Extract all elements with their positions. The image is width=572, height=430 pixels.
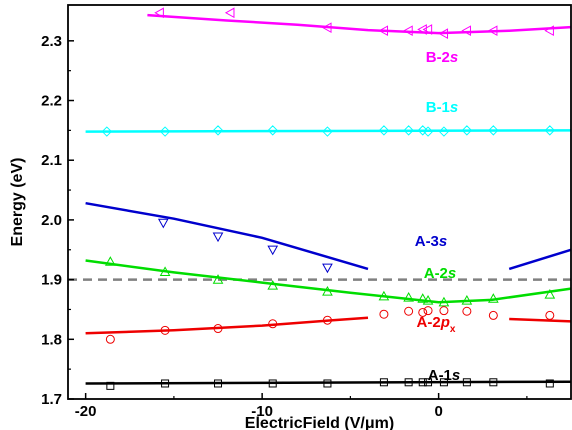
- data-point-a-2px: [439, 306, 449, 316]
- data-point-a-2s: [159, 266, 171, 276]
- data-point-a-2px: [423, 306, 433, 316]
- data-point-b-1s: [488, 125, 499, 136]
- data-point-a-1s: [379, 378, 388, 387]
- data-point-b-2s: [487, 25, 498, 37]
- series-label-a-2s: A-2s: [424, 265, 457, 282]
- data-point-a-2px: [268, 319, 278, 329]
- series-label-b-2s: B-2s: [426, 49, 459, 66]
- data-point-a-2s: [267, 280, 279, 290]
- data-point-a-2px: [105, 334, 115, 344]
- data-point-a-2s: [212, 274, 224, 284]
- data-point-b-1s: [461, 125, 473, 136]
- data-point-a-2s: [544, 289, 556, 299]
- data-point-b-1s: [267, 125, 278, 136]
- data-point-a-1s: [545, 379, 554, 388]
- fit-lines-group: [85, 13, 572, 385]
- data-point-b-2s: [438, 28, 449, 40]
- data-point-b-1s: [544, 125, 556, 136]
- data-point-a-2px: [462, 306, 472, 316]
- data-point-a-2px: [418, 307, 428, 317]
- y-tick-label: 1.7: [41, 391, 62, 408]
- data-point-b-1s: [438, 126, 450, 137]
- y-tick-label: 1.9: [41, 272, 62, 289]
- data-point-a-2s: [417, 293, 429, 303]
- data-point-a-2s: [487, 293, 499, 303]
- data-point-b-2s: [544, 25, 554, 37]
- data-point-b-2s: [461, 25, 471, 37]
- fit-line-a-3s: [85, 201, 369, 271]
- x-axis-label: ElectricField (V/μm): [245, 415, 394, 430]
- data-point-a-2px: [213, 324, 223, 334]
- fit-line-b-2s: [147, 13, 572, 35]
- data-point-a-2px: [160, 325, 170, 335]
- data-point-a-1s: [268, 379, 277, 388]
- ticks-group: 1.7 1.8 1.9 2.0 2.1 2.2 2.3 -20 -10 0: [41, 33, 528, 420]
- data-point-a-2px: [488, 310, 498, 320]
- fit-line-a-3s-right: [508, 248, 572, 271]
- data-point-b-1s: [159, 126, 171, 137]
- data-point-a-2px: [545, 310, 555, 320]
- data-point-b-1s: [101, 126, 113, 137]
- data-point-b-2s: [403, 25, 413, 37]
- fit-line-a-2px-right: [509, 317, 572, 323]
- data-point-a-1s: [404, 378, 413, 387]
- y-tick-label: 1.8: [41, 331, 62, 348]
- data-point-a-2s: [105, 256, 116, 266]
- data-point-a-2px: [322, 315, 332, 325]
- data-point-a-1s: [424, 378, 433, 387]
- y-tick-label: 2.2: [41, 93, 62, 110]
- data-point-a-2s: [438, 296, 450, 307]
- data-point-a-3s: [322, 263, 333, 274]
- y-tick-label: 2.3: [41, 33, 62, 50]
- fit-line-a-2s: [85, 259, 572, 304]
- series-label-a-1s: A-1s: [428, 367, 461, 384]
- data-point-b-2s: [422, 24, 433, 35]
- data-point-a-1s: [489, 378, 498, 387]
- y-tick-label: 2.1: [41, 152, 62, 169]
- data-point-b-2s: [224, 7, 235, 19]
- fit-line-a-1s: [85, 380, 572, 385]
- data-point-b-1s: [212, 125, 224, 136]
- data-point-b-2s: [378, 25, 389, 37]
- data-point-b-1s: [422, 126, 434, 137]
- series-label-a-3s: A-3s: [415, 233, 448, 250]
- y-axis-label: Energy (eV): [9, 158, 26, 247]
- data-point-b-1s: [403, 125, 414, 136]
- data-points-group: [101, 7, 556, 390]
- series-labels-group: B-2s B-1s A-3s A-2s A-2px A-1s: [415, 49, 461, 384]
- data-point-a-3s: [157, 218, 169, 229]
- data-point-a-1s: [439, 378, 448, 387]
- fit-line-a-2px: [85, 316, 369, 335]
- x-tick-label: -10: [251, 403, 273, 420]
- data-point-a-1s: [106, 381, 115, 390]
- data-point-a-1s: [323, 379, 332, 388]
- data-point-a-2px: [379, 309, 389, 319]
- fit-line-b-1s: [85, 129, 572, 133]
- data-point-a-2s: [378, 290, 390, 301]
- data-point-a-3s: [212, 232, 224, 243]
- data-point-b-2s: [154, 7, 164, 19]
- data-point-b-2s: [321, 22, 332, 34]
- series-label-a-2px: A-2px: [417, 314, 456, 335]
- data-point-b-2s: [417, 24, 427, 35]
- data-point-a-2s: [422, 294, 434, 305]
- data-point-b-1s: [378, 125, 390, 136]
- data-point-a-1s: [214, 379, 223, 388]
- data-point-a-3s: [267, 245, 279, 256]
- data-point-a-2s: [461, 294, 473, 305]
- series-label-b-1s: B-1s: [426, 99, 459, 116]
- data-point-a-2s: [322, 286, 333, 296]
- data-point-a-1s: [462, 378, 471, 387]
- plot-frame: [67, 4, 572, 400]
- data-point-b-1s: [322, 126, 333, 137]
- x-tick-label: -20: [75, 403, 97, 420]
- y-tick-label: 2.0: [41, 212, 62, 229]
- data-point-a-2px: [404, 306, 414, 316]
- data-point-a-1s: [418, 378, 427, 387]
- data-point-a-2s: [403, 291, 414, 302]
- x-tick-label: 0: [434, 403, 442, 420]
- data-point-a-1s: [161, 379, 170, 388]
